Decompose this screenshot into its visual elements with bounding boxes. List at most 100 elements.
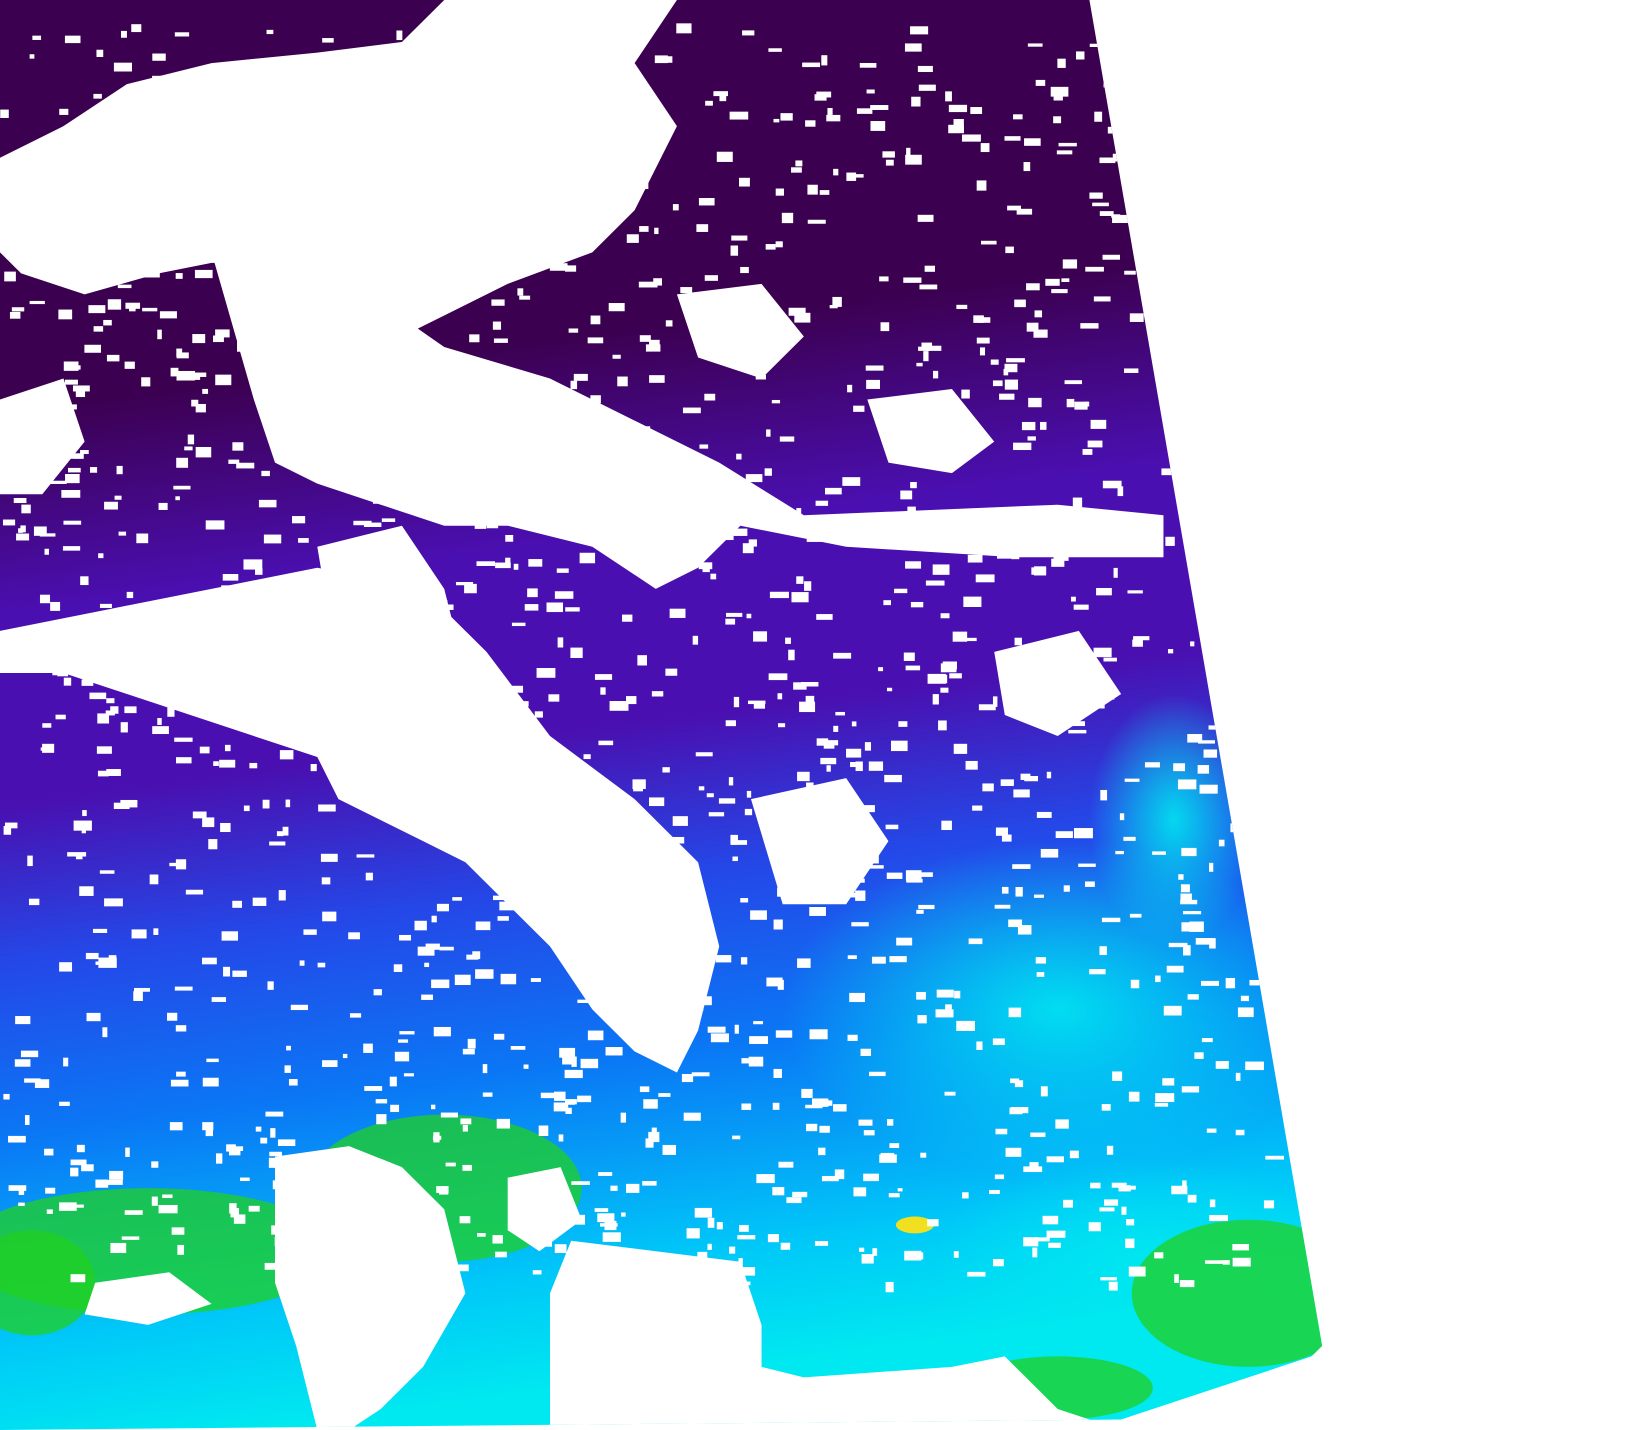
cloud-pixel <box>771 399 781 404</box>
cloud-pixel <box>1027 436 1036 441</box>
cloud-pixel <box>202 817 215 828</box>
cloud-pixel <box>1040 848 1059 858</box>
cloud-pixel <box>174 206 183 216</box>
cloud-pixel <box>622 614 633 622</box>
cloud-pixel <box>696 224 709 232</box>
cloud-pixel <box>616 909 628 919</box>
cloud-pixel <box>1227 357 1244 362</box>
cloud-pixel <box>893 404 899 415</box>
cloud-pixel <box>1265 1155 1285 1160</box>
cloud-pixel <box>497 916 509 921</box>
cloud-pixel <box>794 312 811 323</box>
cloud-pixel <box>679 1020 694 1030</box>
cloud-pixel <box>257 328 271 337</box>
cloud-pixel <box>564 1069 583 1079</box>
cloud-pixel <box>492 321 502 330</box>
cloud-pixel <box>605 1047 623 1056</box>
cloud-pixel <box>680 287 693 294</box>
cloud-pixel <box>157 718 162 725</box>
cloud-pixel <box>258 661 272 667</box>
cloud-pixel <box>570 380 578 390</box>
cloud-pixel <box>669 608 686 618</box>
cloud-pixel <box>464 583 477 594</box>
cloud-pixel <box>171 195 178 203</box>
cloud-pixel <box>565 1099 577 1105</box>
cloud-pixel <box>439 197 449 205</box>
cloud-pixel <box>1036 696 1045 704</box>
cloud-pixel <box>927 1219 939 1227</box>
cloud-pixel <box>869 1071 886 1077</box>
cloud-pixel <box>589 1254 596 1265</box>
cloud-pixel <box>442 497 451 506</box>
cloud-pixel <box>414 920 427 931</box>
cloud-pixel <box>18 528 23 533</box>
cloud-pixel <box>530 397 536 407</box>
cloud-pixel <box>577 999 594 1003</box>
cloud-pixel <box>905 410 923 420</box>
cloud-pixel <box>493 116 500 126</box>
cloud-pixel <box>682 407 701 414</box>
cloud-pixel <box>548 209 557 215</box>
cloud-pixel <box>1183 910 1202 915</box>
cloud-pixel <box>963 419 973 425</box>
cloud-pixel <box>1113 567 1118 578</box>
cloud-pixel <box>469 334 480 343</box>
cloud-pixel <box>176 1071 186 1077</box>
cloud-pixel <box>180 76 200 87</box>
cloud-pixel <box>192 811 207 819</box>
cloud-pixel <box>1048 1242 1061 1248</box>
cloud-pixel <box>588 49 601 57</box>
cloud-pixel <box>1254 691 1269 696</box>
cloud-pixel <box>261 131 270 141</box>
cloud-pixel <box>1168 942 1188 948</box>
cloud-pixel <box>259 625 266 636</box>
cloud-pixel <box>554 33 559 38</box>
cloud-pixel <box>45 631 56 642</box>
cloud-pixel <box>285 799 291 808</box>
cloud-pixel <box>218 161 233 172</box>
cloud-pixel <box>144 203 155 212</box>
cloud-pixel <box>900 490 913 500</box>
cloud-pixel <box>753 1021 764 1025</box>
cloud-pixel <box>1006 358 1025 363</box>
cloud-pixel <box>84 344 102 353</box>
cloud-pixel <box>1240 995 1249 1002</box>
cloud-pixel <box>543 1203 558 1210</box>
cloud-pixel <box>187 434 195 445</box>
cloud-pixel <box>1040 1086 1048 1097</box>
cloud-pixel <box>1229 310 1246 319</box>
cloud-pixel <box>518 418 537 423</box>
cloud-pixel <box>646 937 656 946</box>
cloud-pixel <box>748 1056 764 1067</box>
cloud-pixel <box>75 388 86 398</box>
cloud-pixel <box>1099 1207 1115 1212</box>
cloud-pixel <box>1031 661 1042 667</box>
cloud-pixel <box>421 994 434 1000</box>
cloud-pixel <box>593 835 613 846</box>
cloud-pixel <box>532 212 546 223</box>
cloud-pixel <box>1197 765 1210 774</box>
cloud-pixel <box>726 612 743 617</box>
cloud-pixel <box>595 127 612 132</box>
cloud-pixel <box>330 401 339 410</box>
cloud-pixel <box>65 474 80 484</box>
cloud-pixel <box>518 72 530 83</box>
cloud-pixel <box>279 750 294 760</box>
cloud-pixel <box>252 614 261 619</box>
cloud-pixel <box>202 1122 214 1131</box>
cloud-pixel <box>72 663 78 673</box>
cloud-pixel <box>174 32 190 37</box>
cloud-pixel <box>1159 253 1171 261</box>
cloud-pixel <box>1096 587 1112 596</box>
cloud-pixel <box>1173 763 1186 772</box>
cloud-pixel <box>425 268 432 279</box>
cloud-pixel <box>213 599 227 605</box>
cloud-pixel <box>833 1104 847 1112</box>
cloud-pixel <box>905 154 922 165</box>
cloud-pixel <box>725 618 736 625</box>
cloud-pixel <box>436 1186 449 1193</box>
cloud-pixel <box>1178 874 1184 880</box>
cloud-pixel <box>820 813 840 823</box>
cloud-pixel <box>507 246 526 257</box>
cloud-pixel <box>1216 532 1236 539</box>
